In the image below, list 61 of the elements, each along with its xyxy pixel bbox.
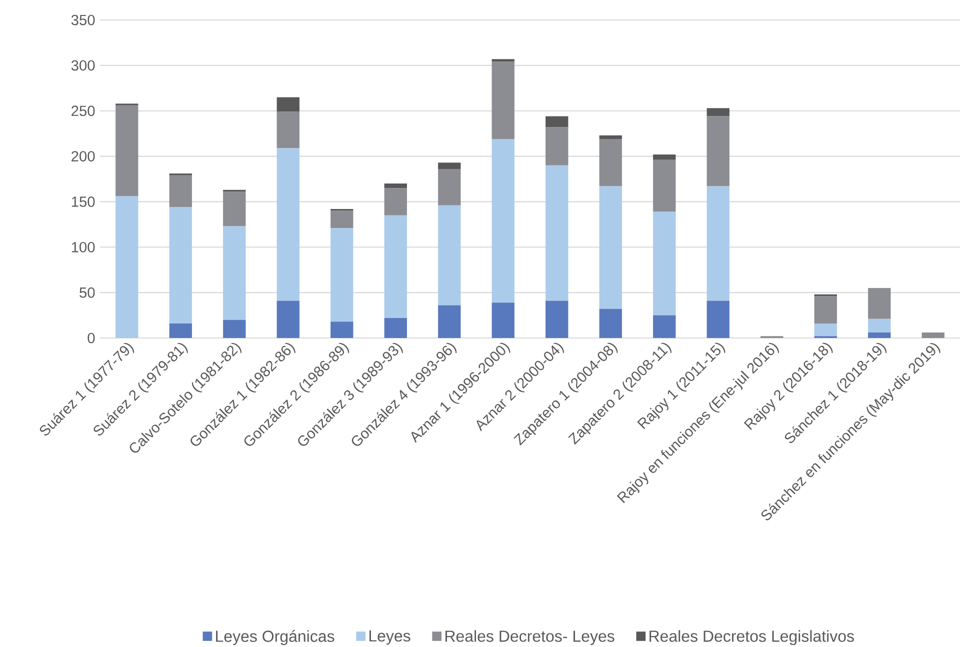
bar: [653, 315, 676, 338]
bar: [223, 320, 246, 338]
bar: [384, 318, 407, 338]
bar: [706, 186, 730, 301]
bar: [546, 116, 568, 128]
bar: [599, 186, 622, 309]
bar: [276, 148, 300, 301]
bar: [868, 332, 891, 338]
bar: [492, 139, 514, 303]
bar: [330, 228, 354, 322]
bar: [814, 296, 837, 324]
bar: [384, 184, 407, 188]
bar: [653, 160, 676, 212]
bar: [492, 62, 514, 140]
bar: [868, 318, 891, 333]
bar: [814, 323, 837, 336]
bar: [223, 192, 246, 226]
bar: [438, 205, 461, 306]
bar: [116, 105, 138, 196]
bar: [492, 302, 514, 338]
bar: [706, 116, 730, 186]
bar: [384, 215, 407, 318]
bar: [653, 212, 676, 316]
y-tick-label: 250: [72, 106, 95, 116]
bar: [438, 169, 461, 206]
y-tick-label: 50: [80, 287, 95, 298]
bar: [276, 112, 300, 148]
bar: [384, 188, 407, 216]
bar: [546, 165, 568, 301]
bar: [169, 175, 192, 208]
bar: [438, 162, 461, 170]
bar: [653, 154, 676, 160]
bar: [599, 139, 622, 186]
legend-label: Reales Decretos Legislativos: [650, 630, 854, 646]
bar: [169, 207, 192, 324]
bar: [706, 300, 730, 338]
y-tick-label: 0: [88, 332, 95, 344]
bar: [599, 308, 622, 338]
legend-label: Leyes: [369, 630, 410, 645]
bar: [276, 97, 300, 112]
legend-label: Leyes Orgánicas: [216, 630, 334, 646]
bar: [546, 300, 568, 338]
y-tick-label: 350: [71, 14, 95, 26]
bar: [116, 196, 138, 338]
bar: [438, 305, 461, 338]
legend-label: Reales Decretos- Leyes: [445, 630, 614, 646]
y-tick-label: 300: [71, 60, 95, 71]
bar: [276, 300, 300, 338]
bar: [492, 59, 514, 62]
bar: [169, 323, 192, 338]
bar: [546, 127, 568, 166]
bar: [599, 135, 622, 140]
bar: [706, 108, 730, 116]
bar: [868, 288, 891, 319]
bar: [922, 332, 944, 338]
bar: [330, 210, 354, 228]
y-tick-label: 100: [72, 242, 95, 252]
y-tick-label: 200: [72, 151, 95, 162]
y-tick-label: 150: [72, 196, 95, 207]
bar: [330, 322, 354, 338]
bar: [223, 226, 246, 320]
